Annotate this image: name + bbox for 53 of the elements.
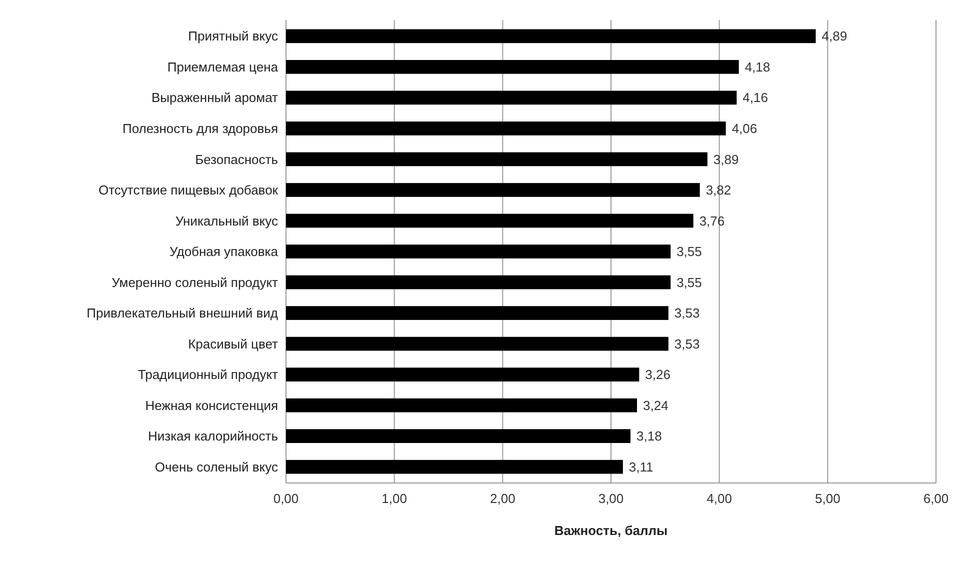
x-tick-label: 2,00	[490, 491, 516, 506]
y-tick-label: Умеренно соленый продукт	[112, 274, 278, 290]
data-label: 4,89	[822, 28, 848, 44]
y-tick-label: Привлекательный внешний вид	[86, 306, 278, 321]
data-label: 3,26	[645, 367, 670, 382]
bar	[286, 183, 700, 197]
y-tick-label: Полезность для здоровья	[122, 120, 278, 136]
bar	[286, 429, 630, 444]
y-tick-label: Удобная упаковка	[169, 244, 279, 260]
data-label: 4,18	[744, 59, 770, 74]
x-tick-label: 6,00	[923, 491, 949, 506]
data-label: 4,16	[742, 90, 768, 106]
data-label: 3,18	[636, 428, 662, 444]
y-tick-label: Приемлемая цена	[167, 59, 279, 74]
y-tick-label: Отсутствие пищевых добавок	[98, 182, 278, 198]
x-axis-title: Важность, баллы	[554, 523, 668, 538]
data-label: 3,53	[674, 336, 700, 352]
y-tick-label: Низкая калорийность	[148, 428, 278, 444]
bar	[286, 90, 737, 105]
data-label: 3,55	[676, 244, 702, 260]
x-tick-label: 5,00	[815, 491, 840, 506]
x-tick-label: 0,00	[273, 491, 299, 506]
bar	[286, 244, 671, 258]
bar	[286, 275, 671, 290]
x-tick-label: 4,00	[706, 491, 732, 506]
data-label: 3,76	[699, 213, 725, 228]
y-tick-label: Приятный вкус	[188, 28, 278, 44]
bar	[286, 336, 668, 351]
bar	[286, 152, 708, 166]
data-label: 3,82	[706, 182, 732, 198]
bar	[286, 214, 694, 228]
data-label: 4,06	[732, 120, 758, 136]
y-tick-label: Безопасность	[195, 152, 278, 167]
x-tick-label: 1,00	[382, 491, 407, 506]
x-tick-label: 3,00	[598, 491, 624, 506]
data-label: 3,24	[643, 398, 668, 413]
y-tick-label: Выраженный аромат	[151, 90, 278, 106]
bar	[286, 60, 739, 74]
bar	[286, 306, 668, 320]
bar	[286, 460, 623, 474]
y-tick-label: Красивый цвет	[188, 336, 278, 352]
bar	[286, 368, 640, 382]
bar	[286, 122, 726, 136]
data-label: 3,11	[628, 459, 654, 474]
y-tick-label: Традиционный продукт	[138, 367, 278, 382]
bar	[286, 398, 637, 412]
y-tick-label: Нежная консистенция	[145, 398, 278, 413]
bar	[286, 29, 816, 44]
data-label: 3,89	[713, 152, 739, 167]
data-label: 3,55	[676, 274, 702, 290]
y-tick-label: Очень соленый вкус	[154, 459, 278, 474]
y-tick-label: Уникальный вкус	[175, 213, 278, 228]
data-label: 3,53	[674, 306, 700, 321]
